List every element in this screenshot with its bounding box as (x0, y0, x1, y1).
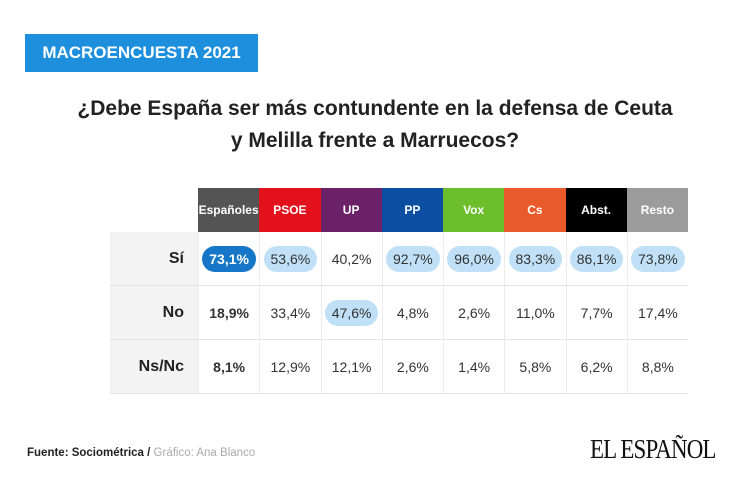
column-header: Resto (626, 188, 688, 232)
title-line-2: y Melilla frente a Marruecos? (230, 129, 520, 152)
survey-badge: MACROENCUESTA 2021 (25, 34, 258, 72)
table-cell: 12,9% (259, 340, 321, 394)
row-label: No (110, 286, 198, 340)
column-header: PP (381, 188, 443, 232)
value-abst: 86,1% (569, 245, 624, 272)
table-cell: 73,1% (198, 232, 260, 286)
table-cell: 18,9% (198, 286, 260, 340)
value-cs: 83,3% (508, 245, 563, 272)
table-cell: 5,8% (504, 340, 566, 394)
column-header: Abst. (565, 188, 627, 232)
value-espaoles: 73,1% (202, 245, 256, 272)
value-pp: 92,7% (386, 245, 440, 272)
el-espanol-logo: EL ESPAÑOL (590, 434, 716, 464)
table-cell: 17,4% (626, 286, 688, 340)
table-cell: 4,8% (381, 286, 443, 340)
table-cell: 8,8% (626, 340, 688, 394)
column-header: Vox (443, 188, 505, 232)
table-cell: 7,7% (565, 286, 627, 340)
column-header: UP (320, 188, 382, 232)
chart-title: ¿Debe España ser más contundente en la d… (60, 93, 690, 157)
table-cell: 1,4% (443, 340, 505, 394)
table-cell: 96,0% (443, 232, 505, 286)
value-psoe: 53,6% (263, 245, 318, 272)
value-up: 12,1% (331, 358, 372, 375)
table-cell: 86,1% (565, 232, 627, 286)
value-up: 40,2% (331, 250, 372, 267)
table-row: No 18,9% 33,4% 47,6% 4,8% 2,6% 11,0% 7,7% 17,4% (110, 286, 688, 340)
value-espaoles: 8,1% (213, 358, 246, 375)
value-pp: 4,8% (396, 304, 429, 321)
value-vox: 1,4% (458, 358, 491, 375)
value-psoe: 12,9% (270, 358, 311, 375)
table-cell: 11,0% (504, 286, 566, 340)
value-abst: 6,2% (580, 358, 613, 375)
value-cs: 11,0% (516, 304, 555, 321)
value-espaoles: 18,9% (209, 304, 249, 321)
value-up: 47,6% (324, 299, 379, 326)
table-cell: 53,6% (259, 232, 321, 286)
table-row: Ns/Nc 8,1% 12,9% 12,1% 2,6% 1,4% 5,8% 6,2% 8,8% (110, 340, 688, 394)
table-cell: 12,1% (320, 340, 382, 394)
table-cell: 2,6% (381, 340, 443, 394)
value-resto: 17,4% (638, 304, 678, 321)
header-row: Españoles PSOE UP PP Vox Cs Abst. Resto (110, 188, 688, 232)
table-cell: 6,2% (565, 340, 627, 394)
table-cell: 83,3% (504, 232, 566, 286)
column-header: Cs (504, 188, 566, 232)
value-abst: 7,7% (580, 304, 613, 321)
value-psoe: 33,4% (270, 304, 311, 321)
source-label: Fuente: Sociométrica / (27, 447, 151, 459)
value-vox: 2,6% (458, 304, 491, 321)
table-cell: 2,6% (443, 286, 505, 340)
table-cell: 40,2% (320, 232, 382, 286)
value-pp: 2,6% (396, 358, 429, 375)
value-resto: 8,8% (641, 358, 674, 375)
value-cs: 5,8% (519, 358, 552, 375)
column-header: Españoles (198, 188, 260, 232)
table-cell: 92,7% (381, 232, 443, 286)
results-table: Españoles PSOE UP PP Vox Cs Abst. Resto Sí 73,1% 5… (110, 188, 688, 394)
table-cell: 8,1% (198, 340, 260, 394)
table-cell: 33,4% (259, 286, 321, 340)
table-cell: 47,6% (320, 286, 382, 340)
title-line-1: ¿Debe España ser más contundente en la d… (77, 97, 673, 120)
graphic-credit: Gráfico: Ana Blanco (153, 447, 256, 459)
value-resto: 73,8% (631, 245, 685, 272)
column-header: PSOE (259, 188, 321, 232)
value-vox: 96,0% (447, 245, 501, 272)
table-cell: 73,8% (626, 232, 688, 286)
header-spacer (110, 188, 198, 232)
table-row: Sí 73,1% 53,6% 40,2% 92,7% 96,0% 83,3% 86,1% 73,… (110, 232, 688, 286)
source-note: Fuente: Sociométrica / Gráfico: Ana Blan… (27, 447, 255, 459)
row-label: Sí (110, 232, 198, 286)
row-label: Ns/Nc (110, 340, 198, 394)
